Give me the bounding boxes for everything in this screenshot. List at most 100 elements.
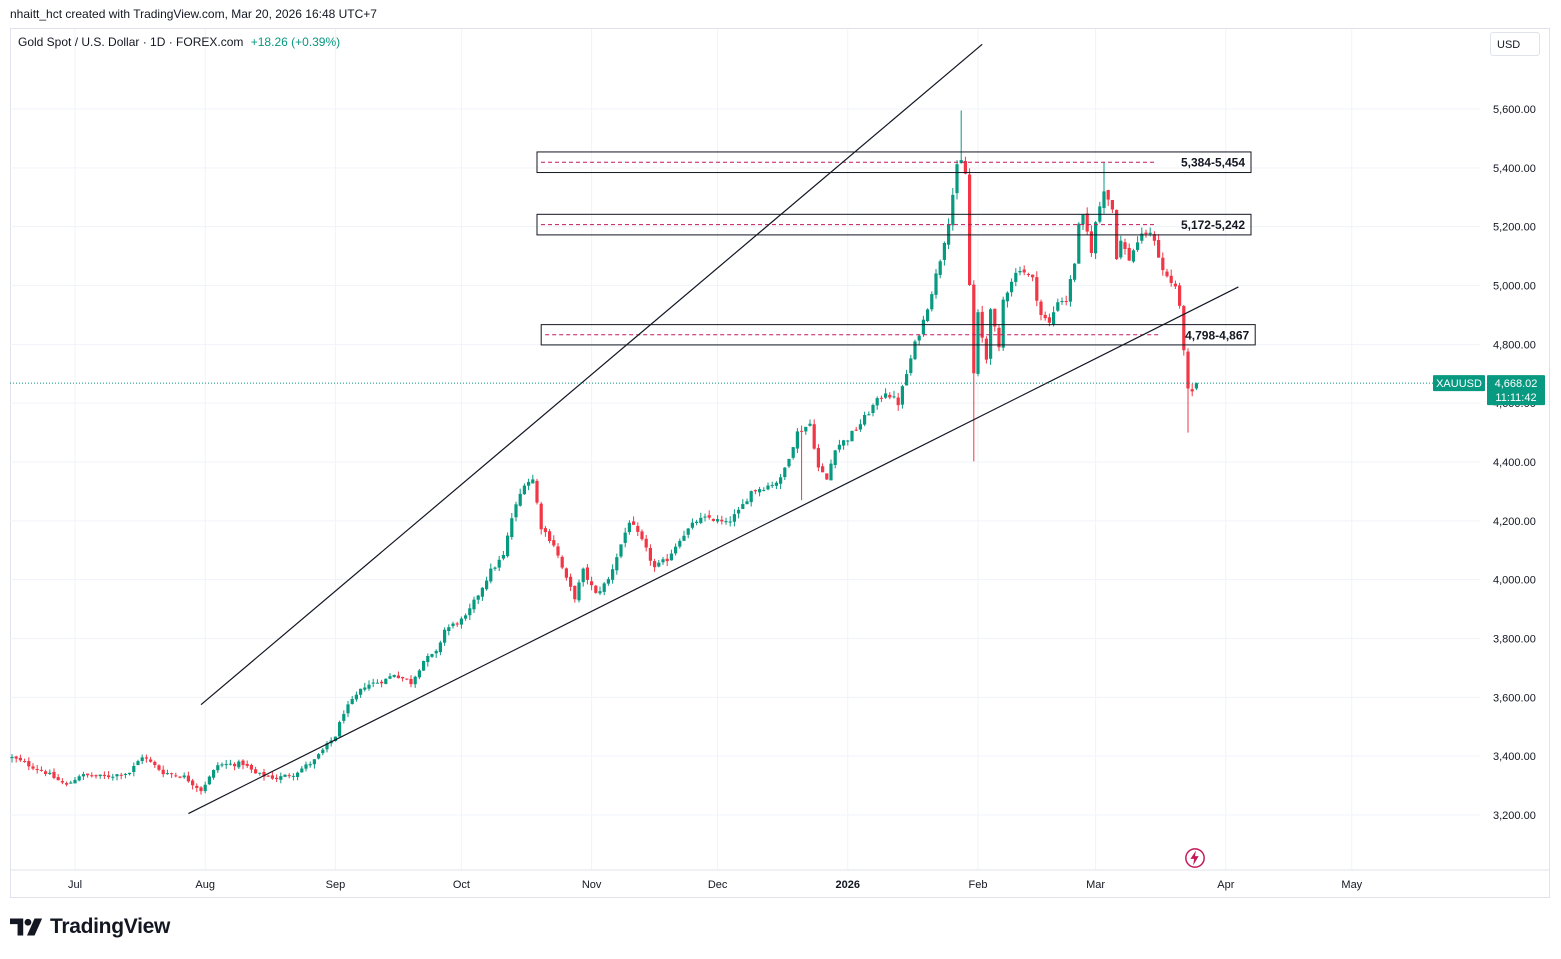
candle-body[interactable] bbox=[657, 562, 661, 567]
candle-body[interactable] bbox=[808, 423, 812, 426]
candle-body[interactable] bbox=[128, 772, 132, 775]
candle-body[interactable] bbox=[417, 670, 421, 678]
upper-channel-line[interactable] bbox=[200, 43, 983, 706]
candle-body[interactable] bbox=[804, 426, 808, 432]
candle-body[interactable] bbox=[1165, 271, 1169, 277]
candle-body[interactable] bbox=[997, 327, 1001, 348]
candle-body[interactable] bbox=[102, 774, 106, 777]
candle-body[interactable] bbox=[636, 525, 640, 532]
candle-body[interactable] bbox=[396, 675, 400, 679]
candle-body[interactable] bbox=[237, 761, 241, 768]
candle-body[interactable] bbox=[930, 294, 934, 310]
candle-body[interactable] bbox=[56, 777, 60, 781]
candle-body[interactable] bbox=[758, 489, 762, 493]
candle-body[interactable] bbox=[426, 656, 430, 663]
candle-body[interactable] bbox=[69, 782, 73, 784]
candle-body[interactable] bbox=[23, 761, 27, 763]
candle-body[interactable] bbox=[1190, 389, 1194, 392]
candle-body[interactable] bbox=[325, 743, 329, 750]
candle-body[interactable] bbox=[690, 522, 694, 528]
candle-body[interactable] bbox=[338, 722, 342, 737]
candle-body[interactable] bbox=[564, 568, 568, 578]
candle-body[interactable] bbox=[888, 394, 892, 398]
candle-body[interactable] bbox=[346, 704, 350, 714]
candle-body[interactable] bbox=[1089, 231, 1093, 253]
candle-body[interactable] bbox=[199, 787, 203, 792]
candle-body[interactable] bbox=[434, 650, 438, 654]
candle-body[interactable] bbox=[1035, 277, 1039, 301]
candle-body[interactable] bbox=[619, 544, 623, 557]
candle-body[interactable] bbox=[506, 535, 510, 557]
candle-body[interactable] bbox=[94, 775, 98, 777]
candle-body[interactable] bbox=[678, 540, 682, 547]
candle-body[interactable] bbox=[632, 521, 636, 525]
candle-body[interactable] bbox=[451, 623, 455, 627]
symbol-legend[interactable]: Gold Spot / U.S. Dollar · 1D · FOREX.com… bbox=[18, 35, 340, 49]
candle-body[interactable] bbox=[1157, 239, 1161, 258]
candle-body[interactable] bbox=[371, 682, 375, 684]
candle-body[interactable] bbox=[375, 682, 379, 684]
candle-body[interactable] bbox=[1194, 383, 1198, 389]
candle-body[interactable] bbox=[909, 358, 913, 374]
candle-body[interactable] bbox=[65, 783, 69, 785]
candle-body[interactable] bbox=[1014, 272, 1018, 282]
candle-body[interactable] bbox=[816, 447, 820, 468]
candle-body[interactable] bbox=[115, 774, 119, 777]
currency-selector[interactable]: USD bbox=[1490, 32, 1540, 56]
candle-body[interactable] bbox=[266, 775, 270, 777]
candle-body[interactable] bbox=[422, 660, 426, 671]
candle-body[interactable] bbox=[774, 482, 778, 486]
candle-body[interactable] bbox=[312, 759, 316, 765]
candle-body[interactable] bbox=[1010, 281, 1014, 293]
candle-body[interactable] bbox=[1178, 285, 1182, 306]
candle-body[interactable] bbox=[577, 582, 581, 601]
candle-body[interactable] bbox=[409, 678, 413, 685]
candle-body[interactable] bbox=[703, 516, 707, 518]
candle-body[interactable] bbox=[585, 567, 589, 580]
candle-body[interactable] bbox=[123, 773, 127, 775]
candle-body[interactable] bbox=[611, 569, 615, 580]
candle-body[interactable] bbox=[81, 774, 85, 777]
candle-body[interactable] bbox=[795, 431, 799, 449]
candle-body[interactable] bbox=[627, 522, 631, 533]
candle-body[interactable] bbox=[77, 776, 81, 781]
candle-body[interactable] bbox=[1077, 223, 1081, 264]
candle-body[interactable] bbox=[144, 757, 148, 759]
candle-body[interactable] bbox=[724, 521, 728, 523]
candle-body[interactable] bbox=[556, 546, 560, 556]
candle-body[interactable] bbox=[1110, 199, 1114, 210]
candle-body[interactable] bbox=[653, 561, 657, 568]
candle-body[interactable] bbox=[342, 714, 346, 721]
candle-body[interactable] bbox=[157, 765, 161, 770]
candle-body[interactable] bbox=[254, 769, 258, 774]
candle-body[interactable] bbox=[48, 772, 52, 775]
candle-body[interactable] bbox=[1064, 301, 1068, 303]
candle-body[interactable] bbox=[1005, 292, 1009, 302]
candle-body[interactable] bbox=[296, 772, 300, 777]
candle-body[interactable] bbox=[90, 775, 94, 777]
candle-body[interactable] bbox=[984, 338, 988, 360]
candle-body[interactable] bbox=[161, 769, 165, 775]
candle-body[interactable] bbox=[896, 397, 900, 406]
candle-body[interactable] bbox=[522, 485, 526, 495]
candle-body[interactable] bbox=[766, 485, 770, 490]
candle-body[interactable] bbox=[1001, 299, 1005, 348]
candle-body[interactable] bbox=[968, 174, 972, 286]
candle-body[interactable] bbox=[842, 440, 846, 446]
candle-body[interactable] bbox=[73, 779, 77, 784]
candle-body[interactable] bbox=[846, 440, 850, 442]
candle-body[interactable] bbox=[829, 463, 833, 481]
candle-body[interactable] bbox=[443, 629, 447, 643]
candle-body[interactable] bbox=[674, 546, 678, 554]
candle-body[interactable] bbox=[472, 599, 476, 610]
candle-body[interactable] bbox=[539, 503, 543, 530]
candle-body[interactable] bbox=[270, 775, 274, 779]
candle-body[interactable] bbox=[18, 757, 22, 761]
candle-body[interactable] bbox=[711, 518, 715, 521]
candle-body[interactable] bbox=[283, 774, 287, 777]
candle-body[interactable] bbox=[140, 757, 144, 762]
candle-body[interactable] bbox=[1131, 250, 1135, 262]
candle-body[interactable] bbox=[590, 581, 594, 586]
candle-body[interactable] bbox=[661, 559, 665, 563]
